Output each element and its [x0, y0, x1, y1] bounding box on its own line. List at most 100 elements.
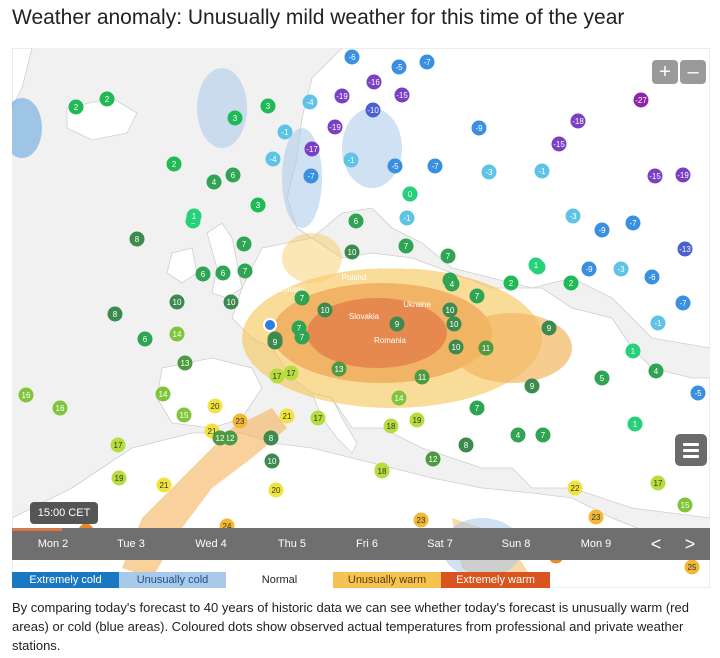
station-dot[interactable]: 7 [236, 236, 252, 252]
station-dot[interactable]: 2 [503, 275, 519, 291]
station-dot[interactable]: 11 [478, 340, 494, 356]
station-dot[interactable]: 2 [166, 156, 182, 172]
station-dot[interactable]: 23 [588, 509, 604, 525]
station-dot[interactable]: -15 [551, 136, 567, 152]
station-dot[interactable]: 16 [52, 400, 68, 416]
timeline-prev-button[interactable]: < [650, 534, 662, 554]
station-dot[interactable]: -1 [650, 315, 666, 331]
station-dot[interactable]: 15 [677, 497, 693, 513]
station-dot[interactable]: 10 [446, 316, 462, 332]
station-dot[interactable]: -15 [394, 87, 410, 103]
station-dot[interactable]: 25 [684, 559, 700, 575]
map-canvas[interactable]: Poland Belarus Germany Slovakia Ukraine Roman… [12, 48, 710, 588]
station-dot[interactable]: -1 [343, 152, 359, 168]
station-dot[interactable]: -4 [265, 151, 281, 167]
station-dot[interactable]: 12 [212, 430, 228, 446]
station-dot[interactable]: 6 [137, 331, 153, 347]
station-dot[interactable]: -10 [365, 102, 381, 118]
station-dot[interactable]: -19 [675, 167, 691, 183]
station-dot[interactable]: 13 [331, 361, 347, 377]
station-dot[interactable]: 13 [177, 355, 193, 371]
station-dot[interactable]: -7 [675, 295, 691, 311]
station-dot[interactable]: -7 [303, 168, 319, 184]
station-dot[interactable]: 14 [169, 326, 185, 342]
station-dot[interactable]: 4 [648, 363, 664, 379]
timeline-day[interactable]: Fri 6 [356, 538, 378, 550]
station-dot[interactable]: 17 [650, 475, 666, 491]
station-dot[interactable]: 10 [264, 453, 280, 469]
station-dot[interactable]: 10 [448, 339, 464, 355]
station-dot[interactable]: 7 [535, 427, 551, 443]
station-dot[interactable]: -9 [471, 120, 487, 136]
station-dot[interactable]: 12 [425, 451, 441, 467]
station-dot[interactable]: 21 [279, 408, 295, 424]
station-dot[interactable]: 17 [110, 437, 126, 453]
station-dot[interactable]: -1 [399, 210, 415, 226]
station-dot[interactable]: 1 [625, 343, 641, 359]
station-dot[interactable]: 9 [389, 316, 405, 332]
station-dot[interactable]: -15 [647, 168, 663, 184]
station-dot[interactable]: -3 [613, 261, 629, 277]
station-dot[interactable]: 5 [594, 370, 610, 386]
timeline-day[interactable]: Tue 3 [117, 538, 145, 550]
station-dot[interactable]: 3 [260, 98, 276, 114]
menu-button[interactable] [675, 434, 707, 466]
station-dot[interactable]: 4 [444, 276, 460, 292]
station-dot[interactable]: -7 [427, 158, 443, 174]
timeline-next-button[interactable]: > [684, 534, 696, 554]
station-dot[interactable]: 1 [186, 208, 202, 224]
station-dot[interactable]: 4 [206, 174, 222, 190]
station-dot[interactable]: -3 [565, 208, 581, 224]
station-dot[interactable]: 7 [398, 238, 414, 254]
station-dot[interactable]: 21 [156, 477, 172, 493]
station-dot[interactable]: 7 [237, 263, 253, 279]
station-dot[interactable]: 22 [567, 480, 583, 496]
station-dot[interactable]: 15 [176, 407, 192, 423]
station-dot[interactable]: 9 [524, 378, 540, 394]
station-dot[interactable]: -5 [387, 158, 403, 174]
timeline-bar[interactable]: Mon 2 Tue 3 Wed 4 Thu 5 Fri 6 Sat 7 Sun … [12, 528, 710, 560]
station-dot[interactable]: -4 [302, 94, 318, 110]
station-dot[interactable]: 6 [215, 265, 231, 281]
timeline-day[interactable]: Thu 5 [277, 538, 307, 550]
timeline-day[interactable]: Wed 4 [195, 538, 227, 550]
station-dot[interactable]: 10 [317, 302, 333, 318]
station-dot[interactable]: -7 [419, 54, 435, 70]
station-dot[interactable]: -1 [277, 124, 293, 140]
station-dot[interactable]: 19 [409, 412, 425, 428]
weather-map[interactable]: Poland Belarus Germany Slovakia Ukraine Roman… [12, 48, 710, 588]
station-dot[interactable]: 18 [383, 418, 399, 434]
station-dot[interactable]: -9 [581, 261, 597, 277]
station-dot[interactable]: 1 [528, 257, 544, 273]
station-dot[interactable]: -5 [391, 59, 407, 75]
station-dot[interactable]: -27 [633, 92, 649, 108]
station-dot[interactable]: 14 [155, 386, 171, 402]
station-dot[interactable]: 11 [414, 369, 430, 385]
station-dot[interactable]: 16 [18, 387, 34, 403]
station-dot[interactable]: 2 [563, 275, 579, 291]
station-dot[interactable]: 0 [402, 186, 418, 202]
station-dot[interactable]: 7 [294, 329, 310, 345]
location-marker[interactable] [263, 318, 277, 332]
station-dot[interactable]: 8 [107, 306, 123, 322]
station-dot[interactable]: 1 [627, 416, 643, 432]
station-dot[interactable]: 3 [227, 110, 243, 126]
station-dot[interactable]: 2 [99, 91, 115, 107]
timeline-day[interactable]: Mon 9 [580, 538, 612, 550]
station-dot[interactable]: 3 [250, 197, 266, 213]
station-dot[interactable]: -18 [570, 113, 586, 129]
timeline-day[interactable]: Sat 7 [427, 538, 453, 550]
station-dot[interactable]: -16 [366, 74, 382, 90]
station-dot[interactable]: 7 [469, 400, 485, 416]
station-dot[interactable]: -7 [625, 215, 641, 231]
station-dot[interactable]: 9 [541, 320, 557, 336]
station-dot[interactable]: 10 [344, 244, 360, 260]
station-dot[interactable]: 10 [169, 294, 185, 310]
station-dot[interactable]: 10 [442, 302, 458, 318]
station-dot[interactable]: 20 [268, 482, 284, 498]
station-dot[interactable]: -13 [677, 241, 693, 257]
station-dot[interactable]: 14 [391, 390, 407, 406]
station-dot[interactable]: 19 [111, 470, 127, 486]
station-dot[interactable]: -5 [690, 385, 706, 401]
station-dot[interactable]: 8 [263, 430, 279, 446]
